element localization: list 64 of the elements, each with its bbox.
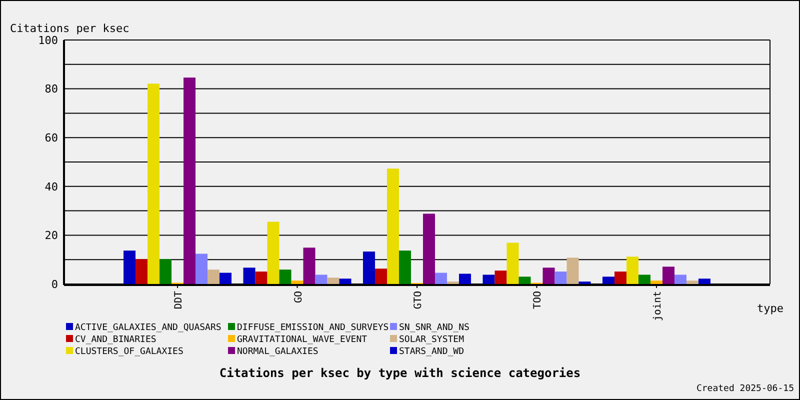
- bar: [220, 272, 232, 284]
- bar: [650, 280, 662, 284]
- bar: [674, 274, 686, 284]
- bar: [614, 272, 626, 284]
- bar: [327, 278, 340, 284]
- bar: [243, 268, 256, 284]
- y-tick-label: 0: [51, 278, 58, 291]
- bar: [303, 248, 316, 284]
- text: Citations per ksec by type with science categories: [219, 366, 581, 380]
- y-tick-label: 100: [38, 34, 58, 47]
- bar: [435, 272, 447, 284]
- bar: [160, 259, 172, 284]
- bar: [554, 272, 567, 284]
- y-axis-title: Citations per ksec: [10, 22, 130, 35]
- bar: [148, 84, 160, 284]
- bar: [387, 168, 399, 284]
- bar: [196, 254, 208, 284]
- bar: [518, 276, 531, 284]
- bar: [506, 242, 519, 284]
- bar: [626, 256, 638, 284]
- x-axis-title: type: [757, 302, 784, 315]
- bar: [566, 258, 579, 284]
- bar: [208, 270, 220, 284]
- bar: [459, 274, 471, 284]
- bar: [124, 250, 136, 284]
- x-tick-label: joint: [652, 291, 664, 322]
- bar: [602, 276, 614, 284]
- bar: [482, 274, 495, 284]
- bar: [542, 268, 555, 284]
- bar: [423, 214, 435, 284]
- bar: [267, 222, 280, 284]
- bar: [363, 252, 375, 284]
- legend-label: DIFFUSE_EMISSION_AND_SURVEYS: [237, 323, 389, 334]
- bar: [255, 272, 268, 284]
- legend-label: NORMAL_GALAXIES: [237, 347, 318, 358]
- y-tick-label: 60: [44, 131, 58, 144]
- legend-label: ACTIVE_GALAXIES_AND_QUASARS: [75, 323, 222, 334]
- legend-label: STARS_AND_WD: [399, 347, 464, 358]
- text: Created 2025-06-15: [696, 384, 794, 394]
- y-tick-label: 80: [44, 82, 58, 96]
- bar: [662, 266, 674, 284]
- bar: [399, 250, 411, 284]
- legend-label: SN_SNR_AND_NS: [399, 323, 470, 334]
- bar: [339, 278, 352, 284]
- bar: [279, 270, 292, 284]
- x-tick-label: GTO: [413, 291, 424, 310]
- x-tick-label: DDT: [174, 291, 185, 310]
- x-tick-label: TOO: [532, 291, 544, 310]
- bar: [315, 274, 328, 284]
- bar: [494, 270, 507, 284]
- bar: [686, 280, 698, 284]
- legend-label: SOLAR_SYSTEM: [399, 335, 465, 346]
- y-tick-label: 40: [44, 180, 58, 194]
- legend-label: CV_AND_BINARIES: [75, 335, 156, 346]
- bar: [291, 280, 304, 284]
- legend-label: CLUSTERS_OF_GALAXIES: [75, 347, 184, 358]
- bar: [136, 259, 148, 284]
- legend-label: GRAVITATIONAL_WAVE_EVENT: [237, 335, 368, 346]
- bar: [184, 78, 196, 284]
- x-tick-label: GO: [293, 291, 304, 304]
- bar: [698, 278, 710, 284]
- y-tick-label: 20: [44, 229, 58, 242]
- bar: [375, 268, 387, 284]
- bar: [638, 274, 650, 284]
